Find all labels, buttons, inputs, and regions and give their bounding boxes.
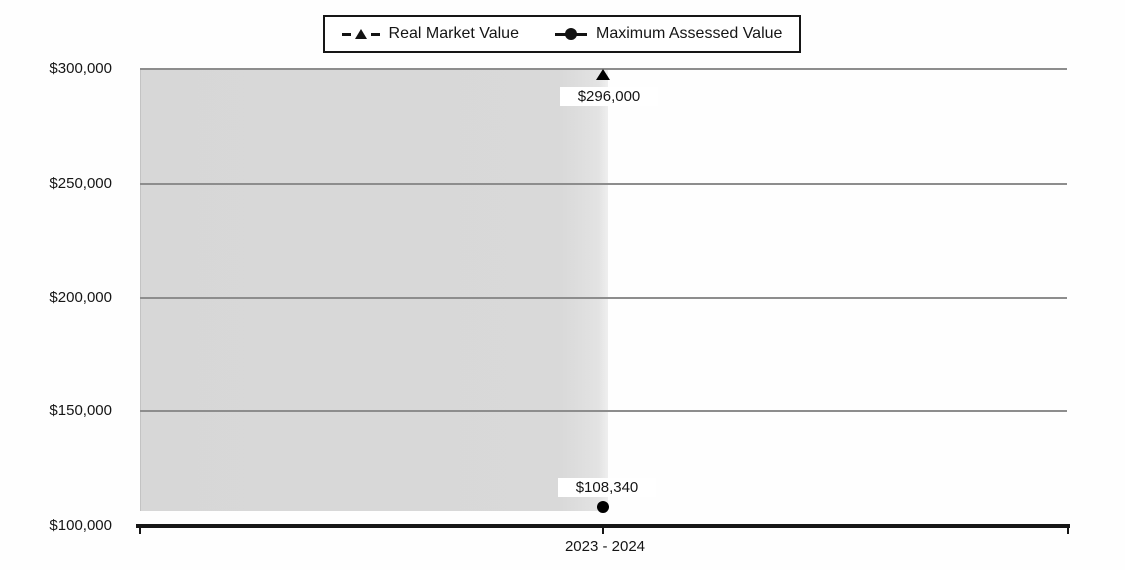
solid-circle-line-icon	[554, 28, 587, 40]
legend-item-real-market-value: Real Market Value	[341, 25, 519, 43]
x-tick-label-2023-2024: 2023 - 2024	[564, 538, 646, 555]
y-tick-label-300000: $300,000	[49, 60, 112, 77]
legend-item-maximum-assessed-value: Maximum Assessed Value	[554, 25, 783, 43]
gridline-150000	[140, 410, 1067, 412]
y-tick-label-100000: $100,000	[49, 517, 112, 534]
gridline-200000	[140, 297, 1067, 299]
real-market-value-annotation: $296,000	[560, 87, 658, 106]
gridline-250000	[140, 183, 1067, 185]
x-axis-tick-2023	[602, 527, 604, 534]
x-axis-tick-left	[139, 527, 141, 534]
maximum-assessed-value-point-marker	[597, 501, 609, 513]
legend-label-real-market-value: Real Market Value	[388, 25, 519, 42]
y-tick-label-200000: $200,000	[49, 289, 112, 306]
y-tick-label-250000: $250,000	[49, 175, 112, 192]
series-fill-area	[140, 70, 608, 511]
chart-legend: Real Market Value Maximum Assessed Value	[323, 15, 801, 53]
legend-label-maximum-assessed-value: Maximum Assessed Value	[595, 25, 783, 42]
x-axis-line	[136, 524, 1070, 528]
x-axis-tick-right	[1067, 527, 1069, 534]
y-tick-label-150000: $150,000	[49, 402, 112, 419]
real-market-value-point-marker	[596, 69, 610, 80]
maximum-assessed-value-annotation: $108,340	[558, 478, 656, 497]
dashed-triangle-line-icon	[341, 29, 380, 39]
